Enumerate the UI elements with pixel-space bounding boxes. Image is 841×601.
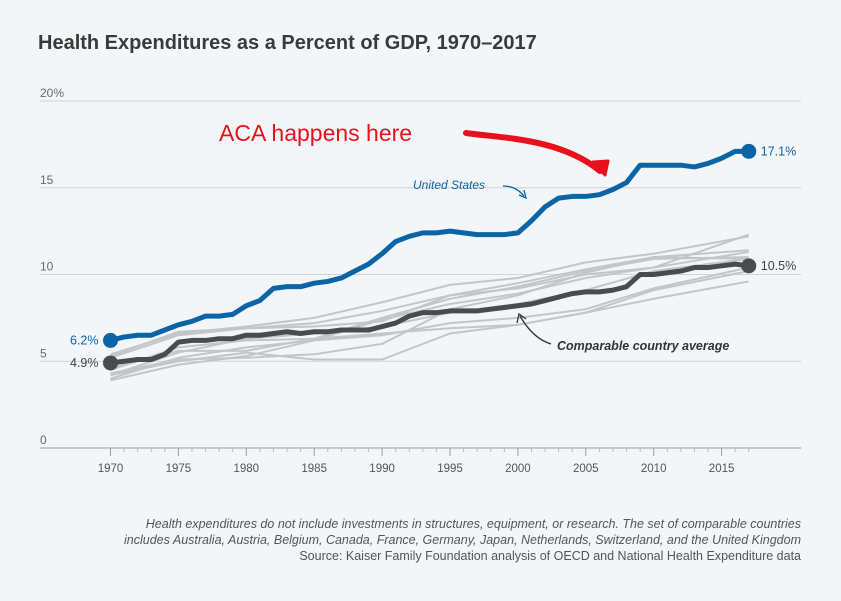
other-country-line — [110, 250, 749, 380]
x-tick-label: 2005 — [573, 463, 599, 475]
comparable-average-label: Comparable country average — [557, 339, 729, 353]
united-states-arrowhead — [518, 189, 527, 200]
united-states-label: United States — [413, 178, 485, 192]
other-country-line — [110, 257, 749, 377]
aca-arrow — [463, 130, 603, 174]
aca-arrowhead — [591, 159, 610, 177]
other-country-lines — [110, 233, 750, 382]
x-tick-label: 1990 — [369, 463, 395, 475]
other-country-line — [110, 235, 749, 356]
annotations: 6.2% 4.9% 17.1% 10.5% United States Comparabl… — [70, 120, 796, 370]
aca-annotation-label: ACA happens here — [219, 120, 412, 146]
x-tick-label: 1985 — [301, 463, 327, 475]
us-end-point — [741, 143, 757, 159]
other-country-line — [110, 266, 749, 382]
x-tick-label: 2010 — [641, 463, 667, 475]
y-tick-label: 5 — [40, 346, 47, 360]
comparable-arrowhead — [516, 312, 527, 324]
other-country-line — [110, 270, 749, 371]
source-line: Source: Kaiser Family Foundation analysi… — [299, 549, 801, 563]
y-tick-label: 20% — [40, 86, 64, 100]
chart-title: Health Expenditures as a Percent of GDP,… — [38, 32, 537, 54]
note-line-2: includes Australia, Austria, Belgium, Ca… — [124, 533, 801, 547]
average-start-point — [103, 355, 118, 371]
x-tick-label: 1980 — [234, 463, 260, 475]
us-end-label: 17.1% — [761, 144, 796, 158]
average-end-label: 10.5% — [761, 259, 796, 273]
y-tick-label: 0 — [40, 433, 47, 447]
y-tick-label: 15 — [40, 173, 54, 187]
average-series-line — [108, 261, 752, 366]
other-country-line — [110, 233, 750, 357]
y-axis-ticks: 20% 15 10 5 0 — [40, 86, 64, 447]
chart-notes: Health expenditures do not include inves… — [41, 516, 801, 564]
x-tick-label: 1995 — [437, 463, 463, 475]
average-start-label: 4.9% — [70, 356, 99, 370]
note-line-1: Health expenditures do not include inves… — [145, 517, 801, 531]
x-tick-label: 2000 — [505, 463, 531, 475]
united-states-arrow — [502, 185, 525, 197]
x-tick-label: 1975 — [166, 463, 192, 475]
y-tick-label: 10 — [40, 260, 54, 274]
average-end-point — [741, 258, 757, 274]
gridlines — [40, 100, 801, 449]
x-tick-label: 1970 — [98, 463, 124, 475]
other-country-line — [110, 256, 749, 370]
main-series-lines — [103, 143, 757, 371]
us-start-point — [103, 332, 118, 348]
other-country-line — [110, 280, 749, 377]
x-axis-ticks: 1970 1975 1980 1985 1990 1995 2000 2005 2010 2015 — [98, 448, 750, 475]
x-tick-label: 2015 — [709, 463, 735, 475]
comparable-arrow — [519, 315, 552, 345]
us-series-line — [108, 148, 752, 343]
us-start-label: 6.2% — [70, 333, 99, 347]
